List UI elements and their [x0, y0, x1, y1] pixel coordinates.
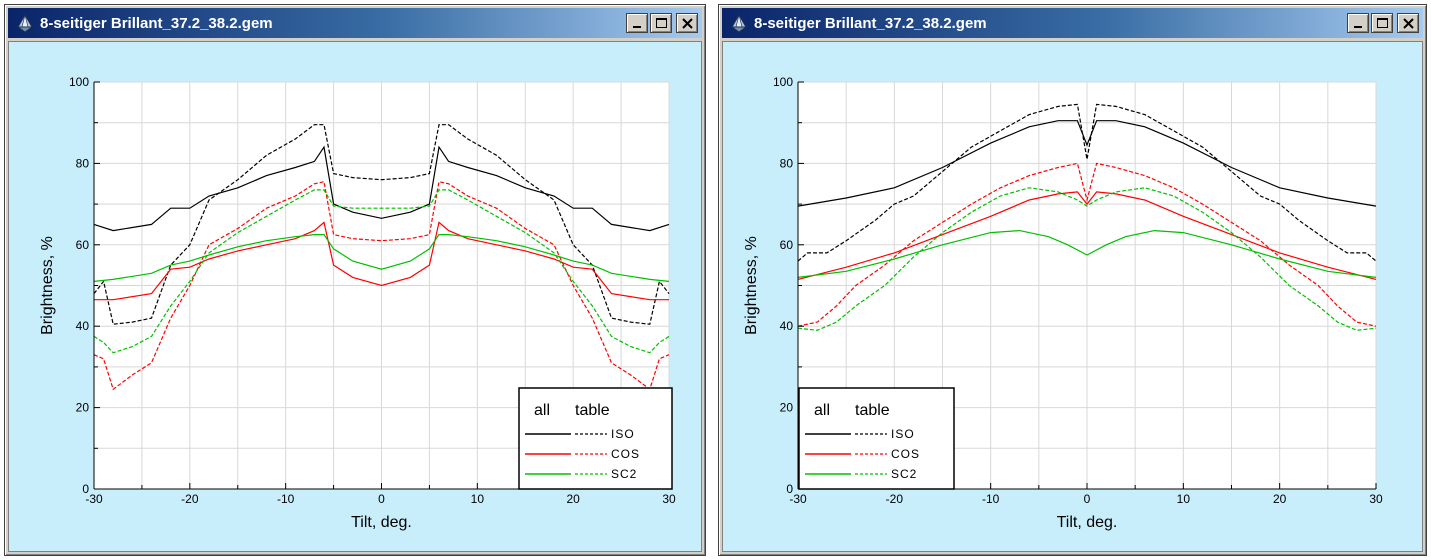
- x-tick-label: 20: [566, 492, 580, 506]
- y-tick-label: 20: [76, 401, 90, 415]
- legend-box: [518, 387, 673, 490]
- y-tick-label: 20: [780, 401, 794, 415]
- chart-window-1: 8-seitiger Brillant_37.2_38.2.gem -30 -20…: [4, 4, 706, 556]
- x-tick-label: 20: [1273, 492, 1287, 506]
- minimize-button[interactable]: [1347, 13, 1369, 33]
- chart-window-2: 8-seitiger Brillant_37.2_38.2.gem -30 -20…: [718, 4, 1427, 556]
- brightness-chart-1: -30 -20 -10 0 10 20 30 0 20 40 60 80 100 Tilt, deg. Br…: [39, 75, 676, 531]
- legend-box: [798, 387, 955, 490]
- minimize-icon: [1354, 26, 1362, 28]
- app-icon[interactable]: [728, 12, 750, 34]
- x-tick-label: -10: [277, 492, 295, 506]
- x-tick-label: 10: [1177, 492, 1191, 506]
- series-cos-all: [797, 191, 1377, 280]
- x-axis-title: Tilt, deg.: [1057, 514, 1118, 531]
- maximize-icon: [1377, 18, 1388, 28]
- y-tick-label: 0: [786, 482, 793, 496]
- legend-header-all: all: [814, 402, 830, 419]
- y-tick-label: 60: [76, 238, 90, 252]
- legend-entry-cos: COS: [891, 447, 920, 461]
- series-sc2-table: [93, 189, 670, 354]
- legend-entry-iso: ISO: [891, 427, 915, 441]
- x-tick-label: 30: [1369, 492, 1383, 506]
- app-icon[interactable]: [14, 12, 36, 34]
- legend-header-table: table: [855, 402, 890, 419]
- y-tick-label: 80: [780, 156, 794, 170]
- x-tick-label: 0: [1084, 492, 1091, 506]
- close-icon: [682, 18, 693, 29]
- close-icon: [1403, 18, 1414, 29]
- legend-header-all: all: [534, 402, 550, 419]
- y-tick-label: 80: [76, 156, 90, 170]
- close-button[interactable]: [1397, 13, 1419, 33]
- x-tick-label: -10: [982, 492, 1000, 506]
- legend-entry-sc2: SC2: [611, 467, 637, 481]
- series-cos-all: [94, 221, 669, 301]
- x-tick-label: 0: [378, 492, 385, 506]
- x-tick-label: 30: [662, 492, 676, 506]
- y-tick-label: 100: [773, 75, 793, 89]
- close-button[interactable]: [676, 13, 698, 33]
- legend-entry-cos: COS: [611, 447, 640, 461]
- x-tick-label: -20: [181, 492, 199, 506]
- series-iso-all: [93, 145, 670, 232]
- series-sc2-all: [797, 229, 1377, 278]
- x-tick-label: 10: [471, 492, 485, 506]
- y-axis-title: Brightness, %: [39, 236, 56, 335]
- legend-entry-sc2: SC2: [891, 467, 917, 481]
- brightness-chart-2: -30 -20 -10 0 10 20 30 0 20 40 60 80 100 Tilt, deg. Br…: [743, 75, 1383, 531]
- y-tick-label: 100: [69, 75, 89, 89]
- maximize-button[interactable]: [650, 13, 672, 33]
- title-bar[interactable]: 8-seitiger Brillant_37.2_38.2.gem: [722, 8, 1423, 38]
- title-bar[interactable]: 8-seitiger Brillant_37.2_38.2.gem: [8, 8, 702, 38]
- x-tick-label: -30: [789, 492, 807, 506]
- y-axis-title: Brightness, %: [743, 236, 760, 335]
- maximize-icon: [656, 18, 667, 28]
- y-tick-label: 60: [780, 238, 794, 252]
- y-tick-label: 40: [76, 319, 90, 333]
- chart-area: -30 -20 -10 0 10 20 30 0 20 40 60 80 100 Tilt, deg. Br…: [8, 41, 702, 552]
- window-title: 8-seitiger Brillant_37.2_38.2.gem: [754, 14, 987, 32]
- chart-area: -30 -20 -10 0 10 20 30 0 20 40 60 80 100 Tilt, deg. Br…: [722, 41, 1423, 552]
- window-title: 8-seitiger Brillant_37.2_38.2.gem: [40, 14, 273, 32]
- series-sc2-table: [797, 187, 1377, 331]
- x-axis-title: Tilt, deg.: [351, 514, 412, 531]
- legend-entry-iso: ISO: [611, 427, 635, 441]
- series-sc2-all: [93, 234, 670, 282]
- series-iso-table: [797, 103, 1377, 262]
- maximize-button[interactable]: [1371, 13, 1393, 33]
- x-tick-label: -30: [85, 492, 103, 506]
- x-tick-label: -20: [886, 492, 904, 506]
- series-cos-table: [93, 180, 670, 391]
- series-cos-table: [797, 162, 1377, 327]
- legend-header-table: table: [575, 402, 610, 419]
- minimize-icon: [633, 26, 641, 28]
- minimize-button[interactable]: [626, 13, 648, 33]
- y-tick-label: 0: [82, 482, 89, 496]
- y-tick-label: 40: [780, 319, 794, 333]
- series-iso-all: [797, 120, 1377, 207]
